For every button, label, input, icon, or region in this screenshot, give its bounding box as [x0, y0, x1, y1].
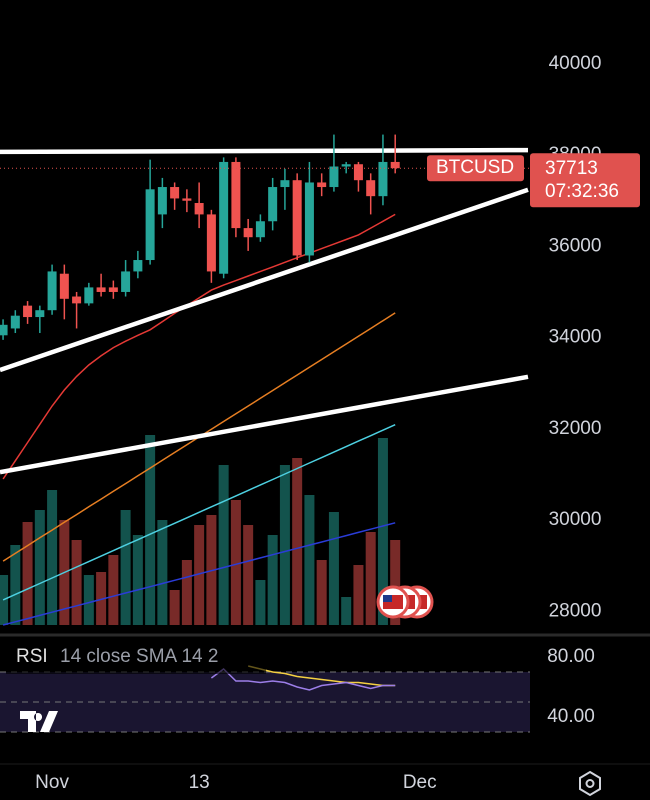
candle-body	[219, 161, 229, 274]
volume-bar	[83, 575, 94, 625]
candle-body	[157, 187, 167, 215]
volume-bar	[96, 572, 107, 625]
trendline	[0, 147, 529, 155]
candle-body	[390, 161, 400, 169]
volume-bar	[34, 510, 45, 625]
last-price: 37713	[545, 158, 598, 179]
volume-bar	[10, 545, 21, 625]
volume-bar	[218, 465, 229, 625]
volume-bar	[120, 510, 131, 625]
volume-bar	[255, 580, 266, 625]
rsi-pane	[0, 665, 530, 733]
candle-body	[121, 271, 131, 292]
price-box	[530, 153, 640, 208]
candle-body	[366, 180, 376, 197]
candle-body	[145, 189, 155, 261]
y-tick-label: 32000	[549, 418, 602, 439]
volume-bar	[279, 465, 290, 625]
rsi-tick-label: 40.00	[547, 706, 595, 727]
symbol-box	[427, 155, 524, 182]
x-tick-label: Nov	[35, 772, 69, 793]
event-flag-canton	[383, 595, 392, 602]
y-tick-label: 28000	[549, 600, 602, 621]
y-tick-label: 36000	[549, 235, 602, 256]
settings-button[interactable]	[579, 770, 601, 797]
volume-bar	[169, 590, 180, 625]
volume-bar	[108, 555, 119, 625]
volume-bar	[181, 560, 192, 625]
volume-bar	[353, 565, 364, 625]
candle-body	[59, 273, 69, 299]
volume-bar	[365, 532, 376, 625]
volume-bar	[132, 535, 143, 625]
volume-bar	[316, 560, 327, 625]
y-tick-label: 30000	[549, 509, 602, 530]
candle-body	[231, 161, 241, 229]
candle-body	[96, 287, 106, 292]
candle-body	[206, 214, 216, 272]
volume-bar	[267, 535, 278, 625]
rsi-tick-label: 80.00	[547, 646, 595, 667]
candle-body	[304, 182, 314, 256]
logo	[20, 711, 58, 732]
volume-bar	[377, 438, 388, 625]
candle-body	[353, 164, 363, 181]
volume-bar	[71, 540, 82, 625]
volume-bar	[292, 458, 303, 625]
rsi-title: RSI	[16, 646, 48, 667]
candle-body	[194, 203, 204, 215]
candle-body	[170, 187, 180, 199]
x-tick-label: 13	[189, 772, 210, 793]
candle-body	[23, 305, 33, 318]
candle-body	[280, 180, 290, 188]
overlay: 28000300003200034000360003800040000BTCUS…	[6, 53, 640, 797]
moving-average	[2, 213, 396, 480]
rsi-sma-line	[248, 665, 396, 687]
y-tick-label: 34000	[549, 327, 602, 348]
candle-body	[268, 187, 278, 222]
main-pane	[0, 134, 530, 626]
rsi-params: 14 close SMA 14 2	[60, 646, 218, 667]
candle-body	[108, 287, 118, 292]
rsi-line	[210, 668, 396, 691]
candle-body	[0, 324, 8, 336]
volume-bar	[328, 512, 339, 625]
candle-body	[47, 271, 57, 311]
candle-body	[243, 228, 253, 238]
volume-bar	[390, 540, 401, 625]
trendline	[0, 374, 529, 475]
candle-body	[341, 164, 351, 167]
candle-body	[84, 287, 94, 304]
volume-bar	[341, 597, 352, 625]
settings-button-center	[585, 779, 595, 788]
volume-bar	[157, 520, 168, 625]
candle-body	[329, 166, 339, 188]
x-tick-label: Dec	[403, 772, 437, 793]
volume-bar	[22, 522, 33, 625]
volume-bar	[304, 495, 315, 625]
countdown: 07:32:36	[545, 181, 619, 202]
candle-body	[255, 221, 265, 238]
volume-bar	[194, 525, 205, 625]
candle-body	[182, 198, 192, 201]
volume-bar	[47, 490, 58, 625]
candle-body	[317, 182, 327, 188]
y-tick-label: 40000	[549, 53, 602, 74]
symbol-label: BTCUSD	[436, 157, 514, 178]
rsi-legend-bg	[6, 644, 266, 674]
volume-bar	[243, 525, 254, 625]
candle-body	[133, 260, 143, 272]
trendline	[0, 187, 529, 373]
candle-body	[72, 296, 82, 304]
candle-body	[35, 310, 45, 318]
candle-body	[10, 315, 20, 329]
candle-body	[378, 161, 388, 197]
candle-body	[292, 180, 302, 256]
moving-average	[2, 522, 396, 626]
volume-bar	[230, 500, 241, 625]
volume-bar	[145, 435, 156, 625]
moving-average	[2, 424, 396, 601]
